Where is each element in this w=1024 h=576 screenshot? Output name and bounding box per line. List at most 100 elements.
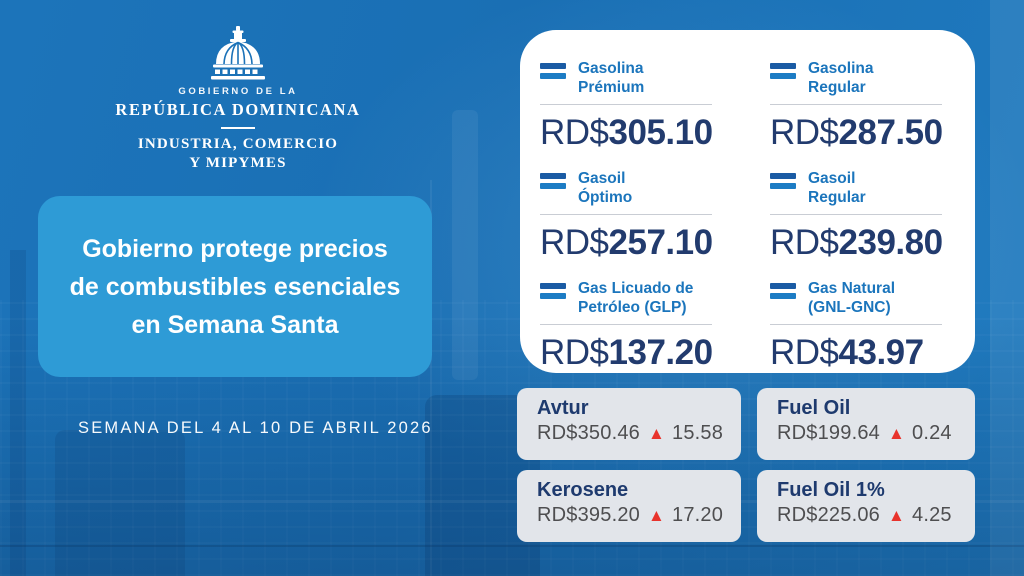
- fuel-label-line2: Regular: [808, 188, 866, 206]
- secondary-price-line: RD$350.46 ▲ 15.58: [537, 422, 741, 445]
- fuel-bars-icon: [770, 173, 796, 189]
- divider: [540, 214, 712, 216]
- fuel-item-header: Gasolina Prémium: [540, 60, 718, 97]
- fuel-label-line1: Gasolina: [578, 60, 644, 77]
- fuel-label: Gasolina Regular: [808, 60, 873, 97]
- fuel-price: RD$43.97: [770, 333, 948, 373]
- secondary-price-box-kerosene: Kerosene RD$395.20 ▲ 17.20: [517, 470, 741, 542]
- secondary-price-box-avtur: Avtur RD$350.46 ▲ 15.58: [517, 388, 741, 460]
- headline-box: Gobierno protege precios de combustibles…: [38, 196, 432, 377]
- price-value: 287.50: [838, 113, 944, 153]
- fuel-bars-icon: [770, 283, 796, 299]
- logo-divider: [221, 127, 255, 129]
- fuel-label-line2: Prémium: [578, 78, 645, 96]
- logo-gobierno-label: GOBIERNO DE LA: [178, 86, 298, 97]
- fuel-price: RD$239.80: [770, 223, 948, 263]
- secondary-price-value: RD$225.06: [777, 504, 880, 526]
- fuel-label-line1: Gas Natural: [808, 280, 896, 297]
- secondary-price-value: RD$350.46: [537, 422, 640, 444]
- fuel-price: RD$137.20: [540, 333, 718, 373]
- currency-prefix: RD$: [540, 333, 609, 373]
- fuel-item-glp: Gas Licuado de Petróleo (GLP) RD$137.20: [540, 280, 718, 384]
- fuel-item-header: Gasoil Regular: [770, 170, 948, 207]
- secondary-price-box-fuel-oil: Fuel Oil RD$199.64 ▲ 0.24: [757, 388, 975, 460]
- fuel-label-line1: Gasoil: [578, 170, 626, 187]
- currency-prefix: RD$: [770, 223, 839, 263]
- secondary-price-change: 4.25: [912, 504, 952, 526]
- background-pipe-line: [0, 545, 1024, 547]
- fuel-bars-icon: [540, 283, 566, 299]
- background-tower-silhouette: [10, 250, 26, 576]
- government-logo: GOBIERNO DE LA REPÚBLICA DOMINICANA INDU…: [88, 26, 388, 173]
- fuel-item-gas-natural: Gas Natural (GNL-GNC) RD$43.97: [770, 280, 948, 384]
- price-value: 239.80: [838, 223, 944, 263]
- fuel-label: Gas Licuado de Petróleo (GLP): [578, 280, 693, 317]
- logo-ministry-line2: Y MIPYMES: [189, 154, 287, 171]
- currency-prefix: RD$: [540, 113, 609, 153]
- divider: [540, 104, 712, 106]
- fuel-bars-icon: [540, 63, 566, 79]
- price-value: 257.10: [608, 223, 714, 263]
- price-increase-triangle-icon: ▲: [647, 506, 666, 525]
- fuel-item-header: Gasolina Regular: [770, 60, 948, 97]
- divider: [770, 104, 942, 106]
- secondary-price-box-fuel-oil-1pct: Fuel Oil 1% RD$225.06 ▲ 4.25: [757, 470, 975, 542]
- background-tower-silhouette: [452, 110, 478, 380]
- secondary-price-change: 15.58: [672, 422, 724, 444]
- secondary-price-line: RD$395.20 ▲ 17.20: [537, 504, 741, 527]
- fuel-label-line1: Gas Licuado de: [578, 280, 694, 297]
- secondary-fuel-name: Fuel Oil 1%: [777, 479, 885, 501]
- fuel-label: Gasoil Regular: [808, 170, 866, 207]
- fuel-item-gasoil-optimo: Gasoil Óptimo RD$257.10: [540, 170, 718, 274]
- logo-republica-dominicana: REPÚBLICA DOMINICANA: [115, 100, 361, 119]
- fuel-label-line1: Gasolina: [808, 60, 874, 77]
- fuel-price: RD$305.10: [540, 113, 718, 153]
- secondary-price-value: RD$199.64: [777, 422, 880, 444]
- secondary-price-change: 0.24: [912, 422, 952, 444]
- fuel-bars-icon: [770, 63, 796, 79]
- logo-ministry-line1: INDUSTRIA, COMERCIO: [137, 136, 339, 152]
- currency-prefix: RD$: [770, 333, 839, 373]
- price-value: 137.20: [608, 333, 714, 373]
- secondary-price-line: RD$199.64 ▲ 0.24: [777, 422, 975, 445]
- secondary-fuel-name: Fuel Oil: [777, 397, 851, 419]
- fuel-item-header: Gasoil Óptimo: [540, 170, 718, 207]
- background-light-strip: [990, 0, 1024, 576]
- background-tank-silhouette: [55, 430, 185, 576]
- price-value: 43.97: [838, 333, 925, 373]
- headline-line1: Gobierno protege precios: [82, 234, 388, 263]
- logo-ministry-name: INDUSTRIA, COMERCIO Y MIPYMES: [88, 135, 388, 173]
- fuel-label: Gas Natural (GNL-GNC): [808, 280, 895, 317]
- secondary-fuel-name: Kerosene: [537, 479, 629, 501]
- price-value: 305.10: [608, 113, 714, 153]
- national-palace-dome-icon: [211, 26, 265, 80]
- fuel-price: RD$287.50: [770, 113, 948, 153]
- secondary-price-line: RD$225.06 ▲ 4.25: [777, 504, 975, 527]
- fuel-label-line2: Óptimo: [578, 188, 633, 206]
- secondary-price-change: 17.20: [672, 504, 724, 526]
- fuel-item-gasoil-regular: Gasoil Regular RD$239.80: [770, 170, 948, 274]
- fuel-label: Gasoil Óptimo: [578, 170, 632, 207]
- fuel-label-line2: (GNL-GNC): [808, 298, 891, 316]
- fuel-item-header: Gas Natural (GNL-GNC): [770, 280, 948, 317]
- divider: [770, 324, 942, 326]
- fuel-price: RD$257.10: [540, 223, 718, 263]
- price-increase-triangle-icon: ▲: [887, 424, 906, 443]
- price-increase-triangle-icon: ▲: [887, 506, 906, 525]
- divider: [540, 324, 712, 326]
- fuel-item-gasolina-regular: Gasolina Regular RD$287.50: [770, 60, 948, 164]
- price-increase-triangle-icon: ▲: [647, 424, 666, 443]
- fuel-label: Gasolina Prémium: [578, 60, 644, 97]
- fuel-item-gasolina-premium: Gasolina Prémium RD$305.10: [540, 60, 718, 164]
- currency-prefix: RD$: [770, 113, 839, 153]
- fuel-bars-icon: [540, 173, 566, 189]
- fuel-label-line1: Gasoil: [808, 170, 856, 187]
- fuel-label-line2: Regular: [808, 78, 866, 96]
- currency-prefix: RD$: [540, 223, 609, 263]
- fuel-item-header: Gas Licuado de Petróleo (GLP): [540, 280, 718, 317]
- fuel-price-card: Gasolina Prémium RD$305.10 Gasolina Regu…: [520, 30, 975, 373]
- headline-line2: de combustibles esenciales: [69, 272, 401, 301]
- secondary-price-value: RD$395.20: [537, 504, 640, 526]
- secondary-prices-grid: Avtur RD$350.46 ▲ 15.58 Fuel Oil RD$199.…: [517, 388, 975, 542]
- secondary-fuel-name: Avtur: [537, 397, 589, 419]
